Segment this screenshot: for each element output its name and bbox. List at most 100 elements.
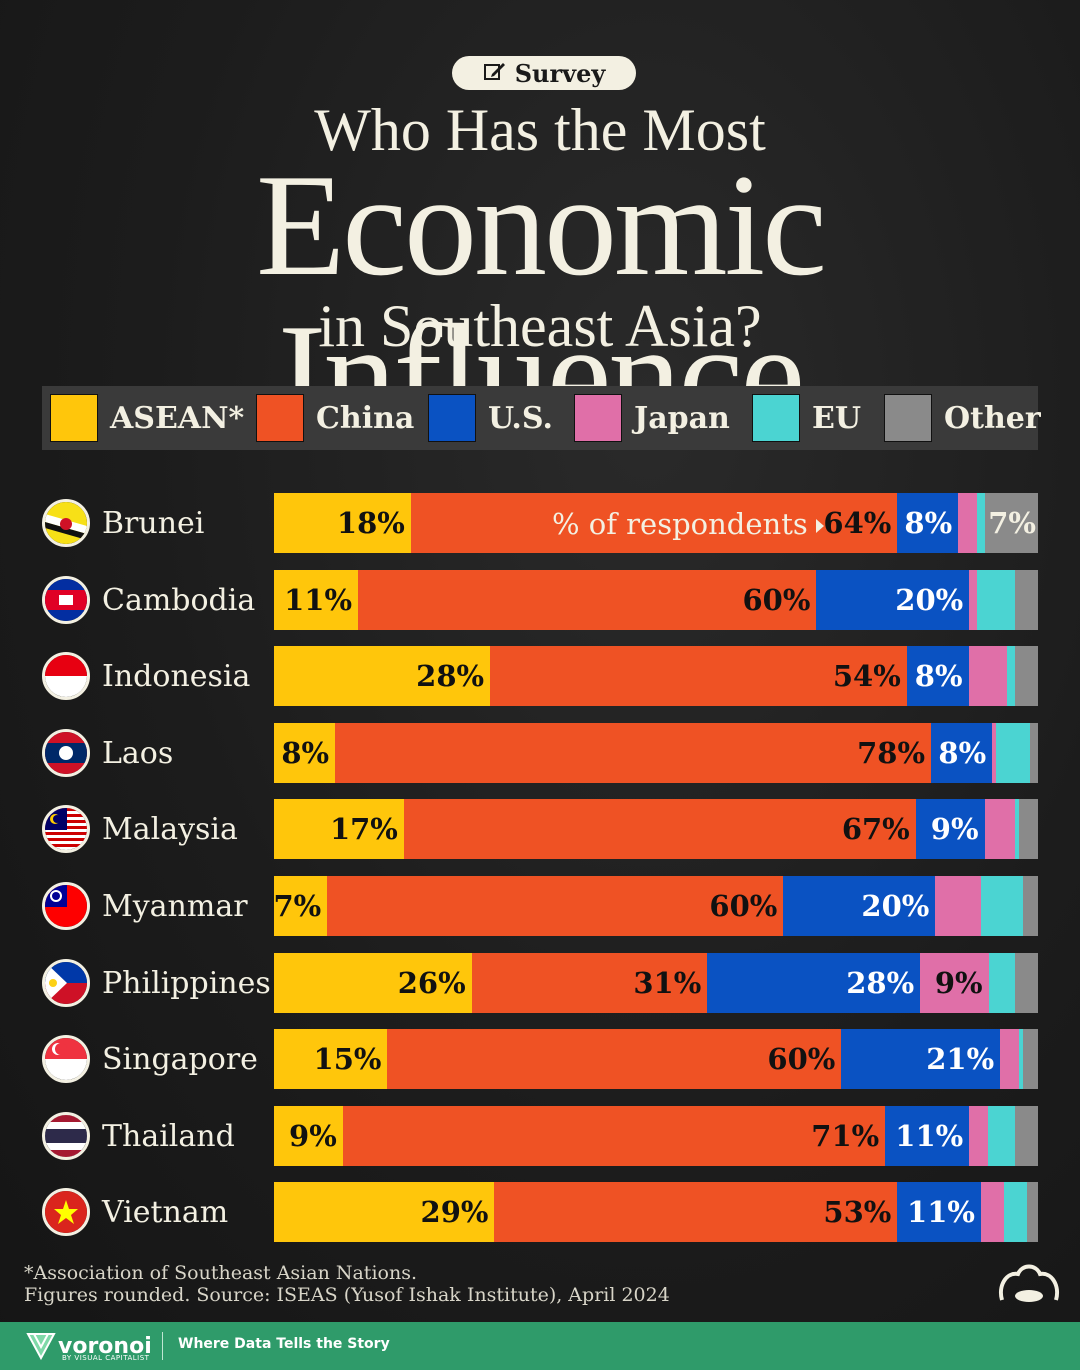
country-name: Laos xyxy=(102,735,174,771)
country-name: Singapore xyxy=(102,1041,258,1077)
data-label: 60% xyxy=(742,583,811,617)
legend-swatch xyxy=(752,394,800,442)
bar-segment xyxy=(1007,646,1015,706)
bar-segment: 20% xyxy=(816,570,970,630)
bar-segment: 78% xyxy=(335,723,932,783)
bar-segment xyxy=(977,493,985,553)
bar-segment: 9% xyxy=(915,799,985,859)
caret-right-icon xyxy=(808,507,826,541)
bar-segment xyxy=(1022,1029,1038,1089)
bar-segment xyxy=(1015,570,1038,630)
laos-flag-icon xyxy=(42,729,90,777)
bar-segment xyxy=(995,723,1031,783)
bar-segment xyxy=(988,1106,1016,1166)
data-label: 31% xyxy=(633,966,702,1000)
stacked-bar: 26% 31% 28% 9% xyxy=(274,953,1038,1013)
data-label: 53% xyxy=(823,1195,892,1229)
country-name: Philippines xyxy=(102,965,271,1001)
country-label: Malaysia xyxy=(42,799,238,859)
bar-segment: 21% xyxy=(841,1029,1001,1089)
bar-segment: 8% xyxy=(274,723,336,783)
legend-label: Other xyxy=(944,400,1041,436)
data-label: 67% xyxy=(841,812,910,846)
thailand-flag-icon xyxy=(42,1112,90,1160)
country-name: Cambodia xyxy=(102,582,256,618)
myanmar-flag-icon xyxy=(42,882,90,930)
legend-swatch xyxy=(428,394,476,442)
bar-segment xyxy=(1018,799,1038,859)
legend-label: U.S. xyxy=(488,400,553,436)
legend-item: China xyxy=(256,394,414,442)
country-name: Indonesia xyxy=(102,658,251,694)
bar-segment: 60% xyxy=(327,876,784,936)
stacked-bar: 11% 60% 20% xyxy=(274,570,1038,630)
brunei-flag-icon xyxy=(42,499,90,547)
brand-name: voronoi xyxy=(58,1333,152,1359)
data-label: 8% xyxy=(914,659,963,693)
country-name: Myanmar xyxy=(102,888,248,924)
bar-segment xyxy=(984,799,1016,859)
bar-segment: 11% xyxy=(885,1106,970,1166)
bar-segment: 26% xyxy=(274,953,472,1013)
data-label: 28% xyxy=(846,966,915,1000)
bar-segment xyxy=(1019,1029,1023,1089)
malaysia-flag-icon xyxy=(42,805,90,853)
bar-segment xyxy=(1014,646,1038,706)
legend-swatch xyxy=(50,394,98,442)
stacked-bar: 17% 67% 9% xyxy=(274,799,1038,859)
bar-segment xyxy=(1030,723,1038,783)
data-label: 60% xyxy=(767,1042,836,1076)
data-label: 8% xyxy=(281,736,330,770)
country-label: Singapore xyxy=(42,1029,258,1089)
bar-segment: 11% xyxy=(897,1182,981,1242)
stacked-bar: 9% 71% 11% xyxy=(274,1106,1038,1166)
data-label: 9% xyxy=(289,1119,337,1153)
cambodia-flag-icon xyxy=(42,576,90,624)
bar-segment: 28% xyxy=(707,953,921,1013)
data-label: 78% xyxy=(857,736,926,770)
data-label: 71% xyxy=(811,1119,880,1153)
bar-segment: 7% xyxy=(984,493,1038,553)
country-label: Cambodia xyxy=(42,570,255,630)
data-label: 64% xyxy=(823,506,892,540)
vietnam-flag-icon xyxy=(42,1188,90,1236)
bar-segment xyxy=(988,953,1016,1013)
data-label: 9% xyxy=(934,966,983,1000)
country-label: Myanmar xyxy=(42,876,248,936)
bar-segment: 8% xyxy=(931,723,993,783)
brand-subtitle: BY VISUAL CAPITALIST xyxy=(62,1354,150,1362)
legend-swatch xyxy=(574,394,622,442)
bar-segment xyxy=(969,1106,989,1166)
bar-segment: 53% xyxy=(494,1182,898,1242)
bar-segment: 29% xyxy=(274,1182,495,1242)
bar-segment: 15% xyxy=(274,1029,388,1089)
country-label: Thailand xyxy=(42,1106,235,1166)
bar-segment: 28% xyxy=(274,646,491,706)
data-label: 29% xyxy=(420,1195,489,1229)
bar-segment: 9% xyxy=(920,953,989,1013)
legend-item: U.S. xyxy=(428,394,553,442)
bar-segment xyxy=(992,723,996,783)
country-label: Brunei xyxy=(42,493,204,553)
data-label: 7% xyxy=(988,506,1036,540)
footer-tagline: Where Data Tells the Story xyxy=(178,1336,390,1352)
bar-segment: 8% xyxy=(897,493,959,553)
bar-segment: 8% xyxy=(906,646,969,706)
bar-segment xyxy=(1003,1182,1027,1242)
data-label: 15% xyxy=(313,1042,382,1076)
bar-segment: 31% xyxy=(471,953,708,1013)
footnote-asean: *Association of Southeast Asian Nations. xyxy=(24,1262,417,1284)
bar-segment xyxy=(976,570,1016,630)
data-label: 28% xyxy=(416,659,485,693)
data-label: 17% xyxy=(329,812,398,846)
data-label: 9% xyxy=(930,812,979,846)
philippines-flag-icon xyxy=(42,959,90,1007)
legend-item: ASEAN* xyxy=(50,394,244,442)
title-line-1: Who Has the Most xyxy=(314,97,766,163)
bar-segment xyxy=(935,876,981,936)
stacked-bar: 18% 64% 8% 7% xyxy=(274,493,1038,553)
bar-segment xyxy=(980,1182,1004,1242)
legend-item: Japan xyxy=(574,394,730,442)
stacked-bar: 15% 60% 21% xyxy=(274,1029,1038,1089)
singapore-flag-icon xyxy=(42,1035,90,1083)
